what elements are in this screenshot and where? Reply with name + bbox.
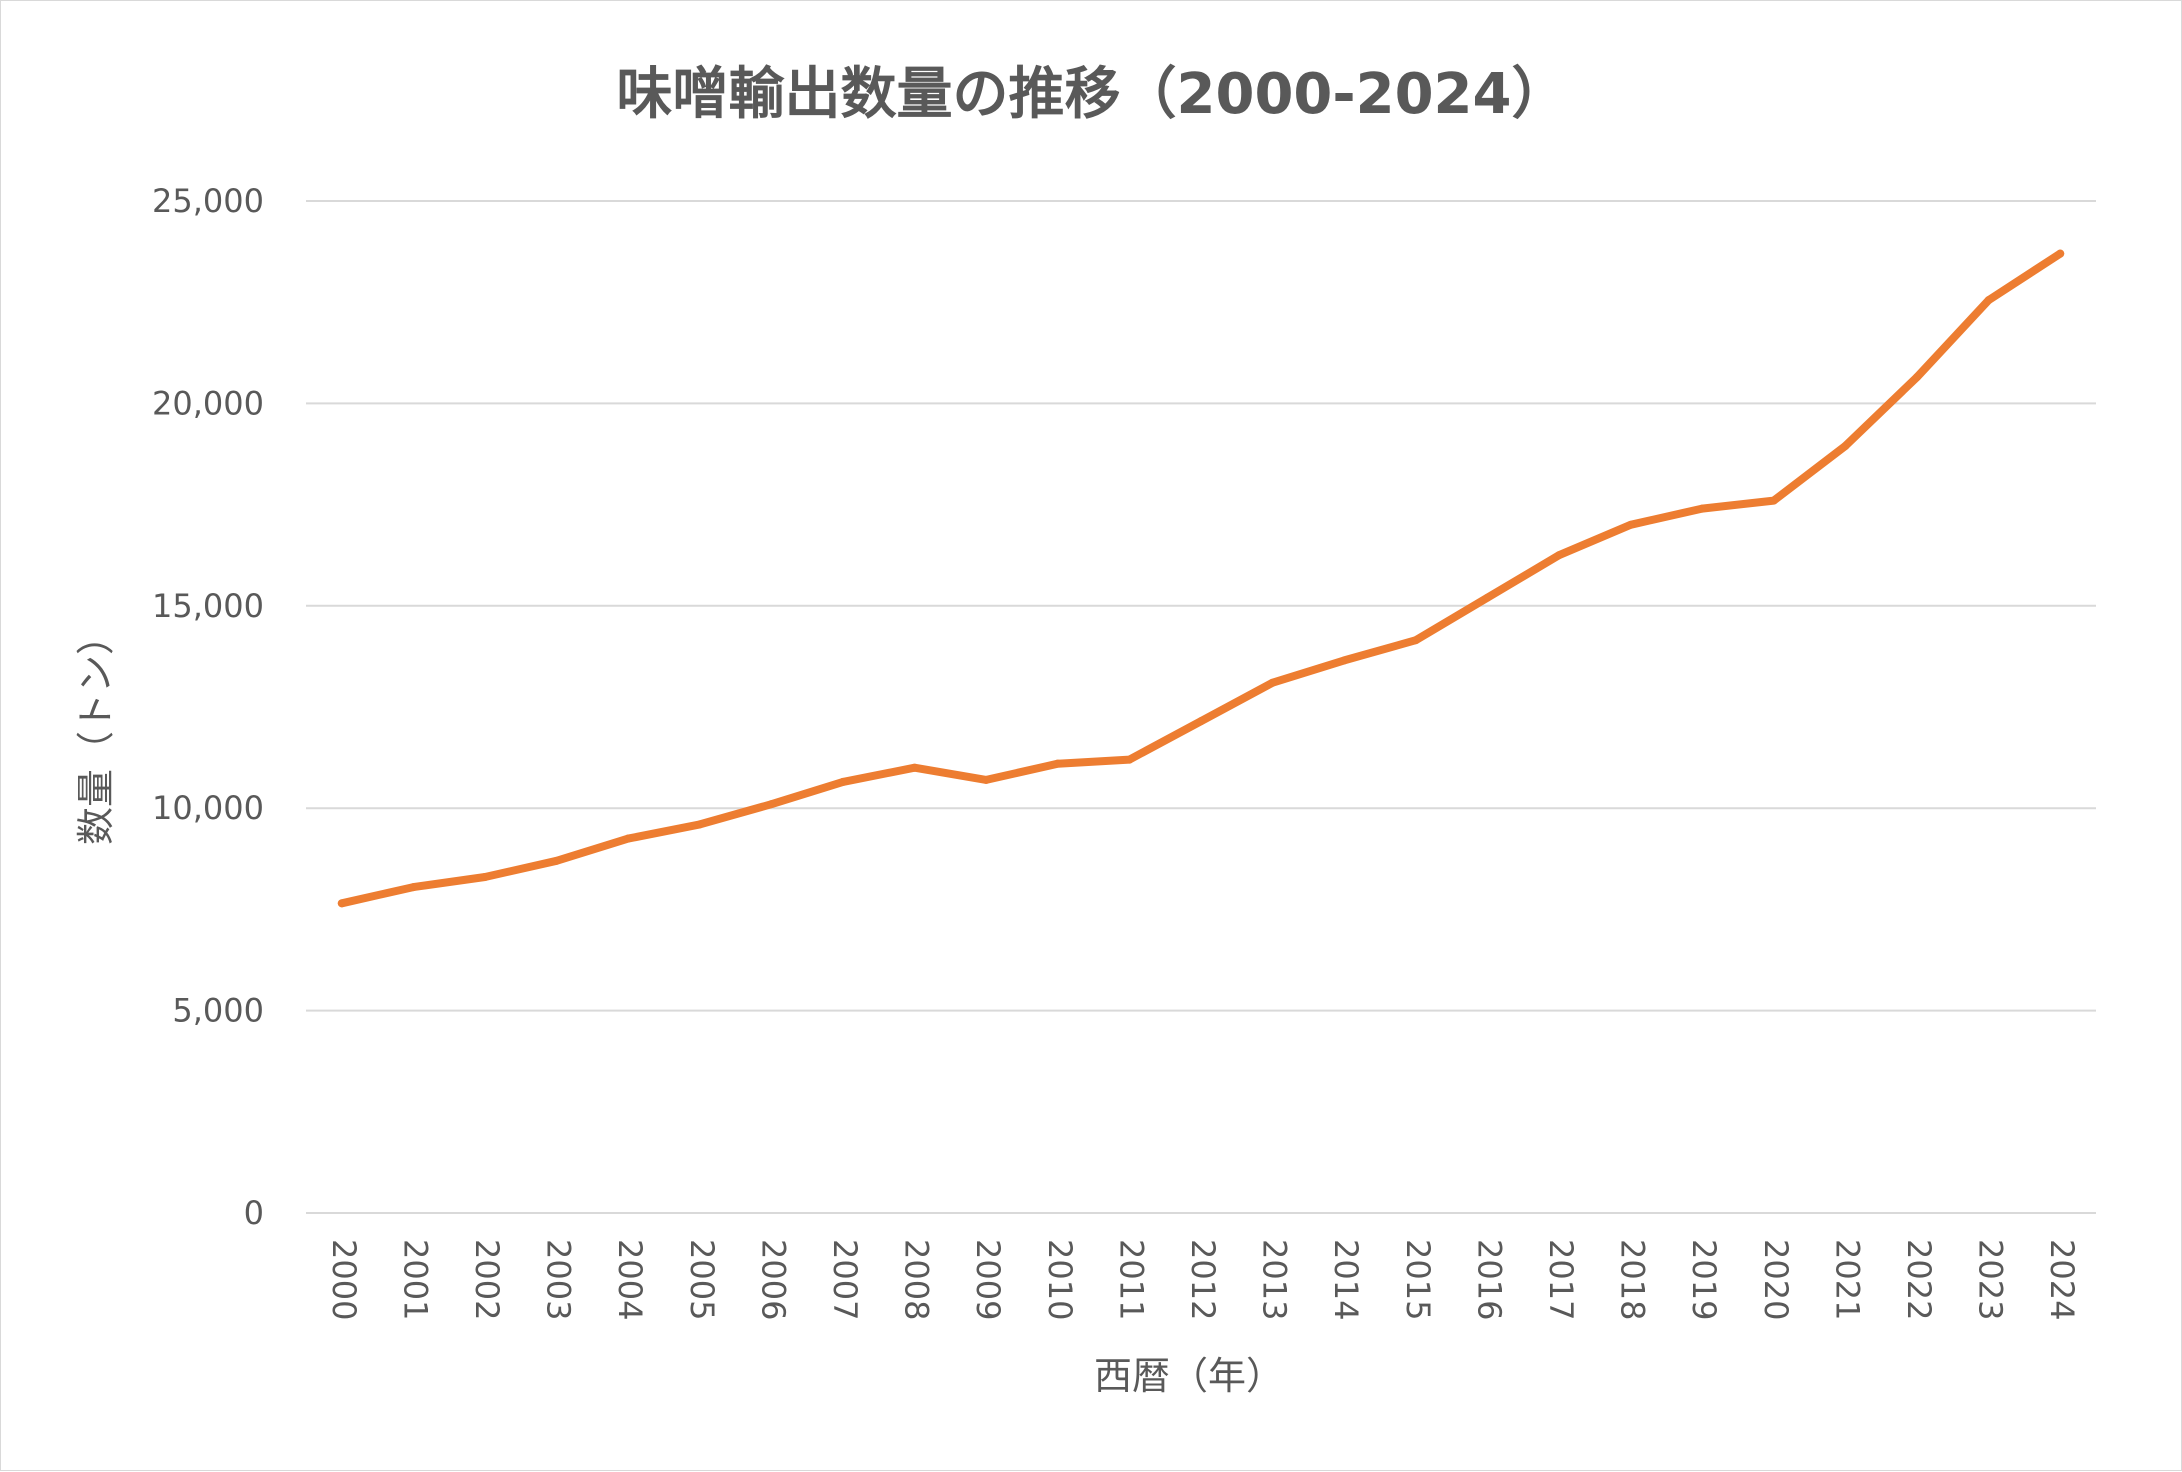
x-tick-label: 2022: [1900, 1239, 1938, 1320]
x-tick-label: 2007: [826, 1239, 864, 1320]
series-line-0: [337, 249, 2065, 908]
x-tick-label: 2014: [1327, 1239, 1365, 1320]
data-point: [1483, 593, 1492, 602]
data-point: [910, 763, 919, 772]
x-tick-label: 2021: [1828, 1239, 1866, 1320]
data-point: [1698, 504, 1707, 513]
data-point: [1125, 755, 1134, 764]
x-tick-label: 2001: [396, 1239, 434, 1320]
x-tick-label: 2018: [1614, 1239, 1652, 1320]
y-tick-label: 20,000: [152, 384, 264, 422]
data-point: [695, 820, 704, 829]
data-point: [552, 856, 561, 865]
x-tick-label: 2023: [1972, 1239, 2010, 1320]
y-tick-label: 25,000: [152, 182, 264, 220]
x-tick-label: 2011: [1112, 1239, 1150, 1320]
x-tick-label: 2009: [969, 1239, 1007, 1320]
data-point: [1340, 656, 1349, 665]
data-point: [337, 899, 346, 908]
x-tick-label: 2004: [611, 1239, 649, 1320]
x-tick-label: 2008: [898, 1239, 936, 1320]
x-axis-title: 西暦（年）: [1094, 1354, 1284, 1398]
data-point: [1626, 520, 1635, 529]
data-point: [1268, 678, 1277, 687]
x-tick-label: 2016: [1470, 1239, 1508, 1320]
data-point: [1053, 759, 1062, 768]
data-point: [839, 777, 847, 786]
x-tick-label: 2024: [2043, 1239, 2081, 1320]
data-point: [624, 834, 633, 843]
x-tick-label: 2006: [754, 1239, 792, 1320]
x-tick-label: 2002: [468, 1239, 506, 1320]
data-point: [982, 775, 991, 784]
data-point: [481, 873, 489, 882]
data-point: [767, 800, 776, 809]
data-point: [1769, 496, 1778, 505]
gridlines: [306, 200, 2096, 1214]
x-tick-label: 2000: [325, 1239, 363, 1320]
y-tick-label: 5,000: [172, 992, 264, 1030]
data-point: [1841, 441, 1850, 450]
x-tick-label: 2012: [1184, 1239, 1222, 1320]
data-point: [1984, 296, 1993, 305]
data-point: [1555, 551, 1563, 560]
x-tick-label: 2010: [1041, 1239, 1079, 1320]
chart-title: 味噌輸出数量の推移（2000-2024）: [617, 62, 1568, 127]
x-tick-label: 2005: [683, 1239, 721, 1320]
data-point: [409, 883, 418, 892]
x-tick-label: 2013: [1256, 1239, 1294, 1320]
y-tick-label: 10,000: [152, 789, 264, 827]
x-tick-label: 2015: [1399, 1239, 1437, 1320]
data-point: [1411, 636, 1420, 645]
y-tick-label: 0: [244, 1194, 264, 1232]
series-layer: [337, 249, 2065, 908]
x-tick-label: 2019: [1685, 1239, 1723, 1320]
data-point: [2056, 249, 2065, 258]
y-tick-label: 15,000: [152, 587, 264, 625]
x-axis-ticks: 2000 2001 2002 2003 2004 2005 2006 2007 2008 2009…: [325, 1239, 2081, 1320]
data-point: [1913, 373, 1921, 382]
x-tick-label: 2017: [1542, 1239, 1580, 1320]
data-point: [1197, 717, 1205, 726]
x-tick-label: 2003: [540, 1239, 578, 1320]
y-axis-title: 数量（トン）: [74, 617, 118, 845]
x-tick-label: 2020: [1757, 1239, 1795, 1320]
y-axis-ticks: 0 5,000 10,000 15,000 20,000 25,000: [152, 182, 264, 1232]
